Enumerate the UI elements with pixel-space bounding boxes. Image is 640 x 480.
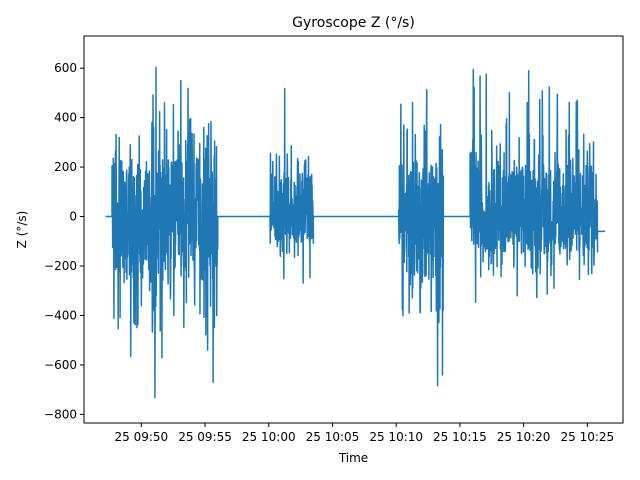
y-axis: 600 400 200 0 −200 −400 −600 −800 — [44, 61, 84, 421]
y-tick-label: −800 — [44, 407, 77, 421]
x-tick-label: 25 09:50 — [115, 430, 169, 444]
y-tick-label: −400 — [44, 308, 77, 322]
x-tick-label: 25 10:05 — [306, 430, 360, 444]
x-tick-label: 25 10:10 — [369, 430, 423, 444]
y-tick-label: 0 — [69, 210, 77, 224]
axes-frame — [83, 35, 624, 424]
x-tick-label: 25 09:55 — [178, 430, 232, 444]
x-axis-label: Time — [338, 451, 368, 465]
x-tick-label: 25 10:20 — [497, 430, 551, 444]
y-tick-label: 400 — [54, 111, 77, 125]
x-axis: 25 09:50 25 09:55 25 10:00 25 10:05 25 10:10… — [115, 423, 614, 444]
plot-area — [105, 66, 606, 399]
y-tick-label: 600 — [54, 61, 77, 75]
y-axis-label: Z (°/s) — [15, 211, 29, 249]
chart-title: Gyroscope Z (°/s) — [292, 15, 415, 31]
series-line-gyroscope-z — [105, 66, 606, 399]
y-tick-label: −600 — [44, 358, 77, 372]
x-tick-label: 25 10:25 — [560, 430, 614, 444]
x-tick-label: 25 10:15 — [433, 430, 487, 444]
y-tick-label: −200 — [44, 259, 77, 273]
x-tick-label: 25 10:00 — [242, 430, 296, 444]
y-tick-label: 200 — [54, 160, 77, 174]
